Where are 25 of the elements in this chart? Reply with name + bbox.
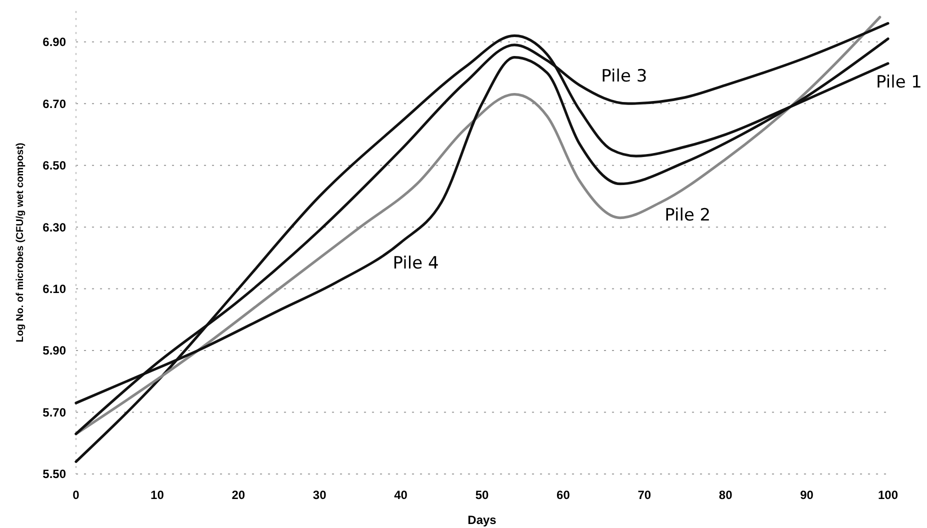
x-tick-label: 90 bbox=[800, 488, 814, 502]
x-tick-label: 100 bbox=[878, 488, 898, 502]
x-tick-label: 60 bbox=[556, 488, 570, 502]
series-label: Pile 3 bbox=[601, 66, 648, 87]
y-tick-label: 5.90 bbox=[42, 344, 66, 358]
x-tick-label: 20 bbox=[232, 488, 246, 502]
x-tick-label: 30 bbox=[312, 488, 327, 502]
x-tick-label: 0 bbox=[72, 488, 80, 502]
y-tick-label: 5.70 bbox=[42, 405, 66, 420]
x-tick-label: 10 bbox=[150, 488, 164, 502]
series-label: Pile 4 bbox=[392, 254, 439, 274]
x-tick-label: 40 bbox=[394, 488, 408, 502]
y-tick-label: 5.50 bbox=[42, 467, 66, 482]
series-label: Pile 2 bbox=[664, 205, 711, 226]
x-tick-label: 70 bbox=[638, 488, 652, 502]
y-tick-label: 6.90 bbox=[42, 35, 66, 50]
series-label: Pile 1 bbox=[876, 72, 922, 92]
x-axis-title: Days bbox=[468, 513, 497, 527]
y-tick-label: 6.50 bbox=[42, 158, 66, 173]
y-axis-title: Log No. of microbes (CFU/g wet compost) bbox=[15, 142, 26, 342]
y-tick-label: 6.70 bbox=[42, 96, 66, 111]
y-tick-label: 6.30 bbox=[42, 220, 66, 234]
x-tick-label: 50 bbox=[475, 488, 489, 502]
x-tick-label: 80 bbox=[718, 488, 733, 502]
y-tick-label: 6.10 bbox=[42, 282, 66, 296]
